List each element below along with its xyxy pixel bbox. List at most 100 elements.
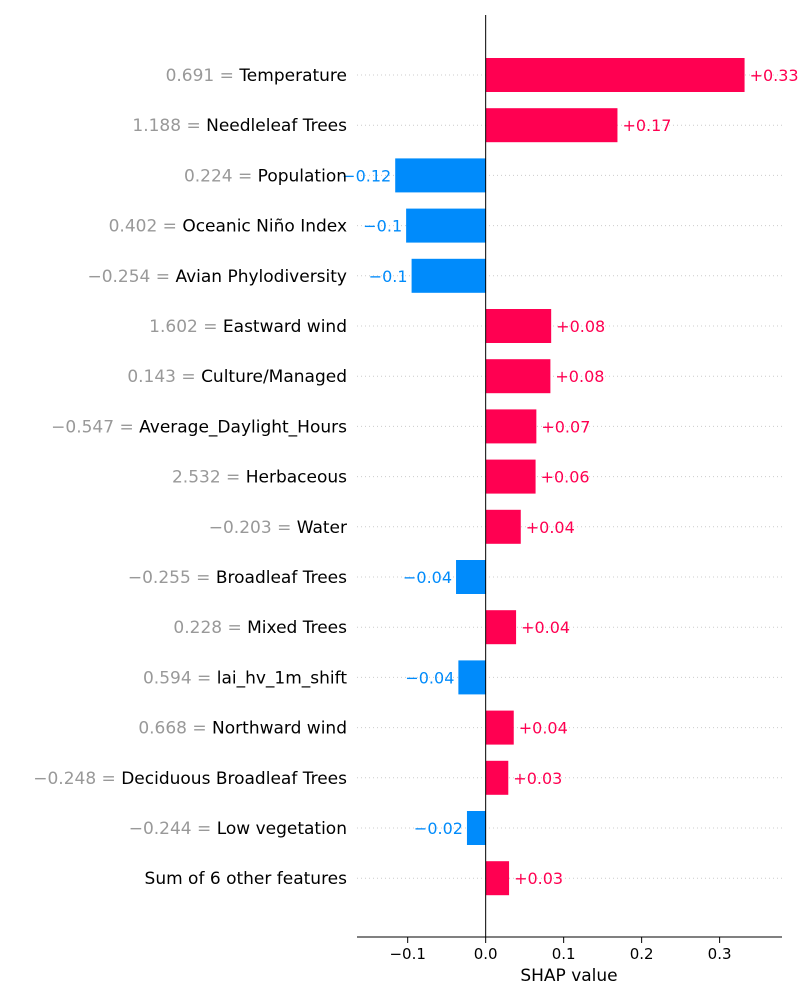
bar-value-label: −0.1 [369, 267, 408, 286]
x-tick-label: 0.1 [552, 945, 576, 963]
bar-value-label: +0.04 [521, 618, 570, 637]
feature-label: 0.594 = lai_hv_1m_shift [143, 668, 347, 688]
feature-label: 0.228 = Mixed Trees [173, 618, 347, 638]
feature-name: Culture/Managed [201, 367, 347, 387]
feature-value: 0.691 [166, 66, 215, 86]
equals-sign: = [198, 317, 223, 337]
x-tick-label: −0.1 [389, 945, 425, 963]
shap-bar [485, 459, 536, 494]
feature-name: Northward wind [212, 719, 347, 739]
bar-value-label: +0.08 [556, 317, 605, 336]
equals-sign: = [191, 568, 216, 588]
shap-bar [485, 409, 537, 444]
feature-name: Oceanic Niño Index [182, 217, 347, 237]
bar-value-label: −0.04 [405, 668, 454, 687]
x-tick-label: 0.2 [630, 945, 654, 963]
feature-value: −0.203 [209, 518, 272, 538]
feature-value: 0.228 [173, 618, 222, 638]
feature-label: 0.143 = Culture/Managed [127, 367, 347, 387]
bar-value-label: +0.07 [541, 417, 590, 436]
feature-value: −0.547 [51, 417, 114, 437]
equals-sign: = [192, 668, 217, 688]
equals-sign: = [150, 267, 175, 287]
shap-bar [456, 560, 486, 594]
feature-name: Mixed Trees [247, 618, 347, 638]
feature-label: −0.203 = Water [209, 518, 347, 538]
feature-label: −0.547 = Average_Daylight_Hours [51, 417, 347, 437]
feature-label: −0.244 = Low vegetation [129, 819, 347, 839]
feature-name: Temperature [238, 66, 347, 86]
feature-label: 0.224 = Population [184, 166, 347, 186]
shap-bar [485, 108, 618, 143]
feature-value: −0.254 [87, 267, 150, 287]
bar-value-label: −0.1 [363, 217, 402, 236]
feature-name: Low vegetation [217, 819, 347, 839]
feature-label: 0.668 = Northward wind [138, 719, 347, 739]
feature-name: Deciduous Broadleaf Trees [121, 769, 347, 789]
feature-label: 0.691 = Temperature [166, 66, 347, 86]
feature-labels: +0.33 0.691 = Temperature +0.17 1.188 = Nee… [33, 66, 798, 889]
shap-bar [485, 760, 509, 795]
feature-value: 0.224 [184, 166, 233, 186]
x-tick-label: 0.3 [708, 945, 732, 963]
feature-name: Broadleaf Trees [216, 568, 347, 588]
feature-name: Eastward wind [223, 317, 347, 337]
shap-bar [485, 359, 551, 394]
feature-value: 2.532 [172, 468, 221, 488]
equals-sign: = [214, 66, 239, 86]
equals-sign: = [114, 417, 139, 437]
equals-sign: = [157, 217, 182, 237]
feature-value: 0.402 [109, 217, 158, 237]
shap-bar [485, 58, 745, 92]
x-tick-label: 0.0 [474, 945, 498, 963]
bar-value-label: +0.08 [555, 367, 604, 386]
equals-sign: = [233, 166, 258, 186]
bar-value-label: +0.04 [519, 719, 568, 738]
shap-bar [485, 710, 514, 745]
shap-bar [406, 208, 486, 243]
bar-value-label: +0.03 [513, 769, 562, 788]
feature-value: 1.602 [149, 317, 198, 337]
feature-value: −0.248 [33, 769, 96, 789]
bar-value-label: +0.17 [622, 116, 671, 135]
equals-sign: = [187, 719, 212, 739]
shap-bar [485, 309, 552, 343]
bar-value-label: +0.04 [526, 518, 575, 537]
feature-value: 0.668 [138, 719, 187, 739]
equals-sign: = [192, 819, 217, 839]
feature-label: 0.402 = Oceanic Niño Index [109, 217, 347, 237]
feature-name: Water [297, 518, 347, 538]
shap-bar [466, 811, 486, 845]
feature-value: −0.244 [129, 819, 192, 839]
bar-value-label: +0.33 [750, 66, 799, 85]
feature-value: 0.594 [143, 668, 192, 688]
bar-value-label: −0.02 [414, 819, 463, 838]
shap-bar [411, 258, 486, 293]
equals-sign: = [96, 769, 121, 789]
feature-label: −0.248 = Deciduous Broadleaf Trees [33, 769, 347, 789]
feature-value: 0.143 [127, 367, 176, 387]
bar-value-label: −0.04 [403, 568, 452, 587]
x-axis: −0.1 0.0 0.1 0.2 0.3 [357, 936, 782, 963]
feature-value: −0.255 [128, 568, 191, 588]
feature-label: 2.532 = Herbaceous [172, 468, 347, 488]
feature-label: −0.255 = Broadleaf Trees [128, 568, 347, 588]
equals-sign: = [272, 518, 297, 538]
feature-name: Population [258, 166, 347, 186]
shap-bar [458, 660, 486, 695]
gridlines [357, 74, 782, 879]
feature-name: Average_Daylight_Hours [139, 417, 347, 437]
shap-bar [485, 509, 521, 544]
bar-value-label: +0.06 [541, 468, 590, 487]
shap-bar [485, 610, 517, 645]
equals-sign: = [222, 618, 247, 638]
bars [395, 58, 745, 896]
bar-value-label: −0.12 [342, 166, 391, 185]
feature-name: Herbaceous [246, 468, 347, 488]
x-axis-label: SHAP value [520, 966, 617, 986]
equals-sign: = [221, 468, 246, 488]
equals-sign: = [176, 367, 201, 387]
feature-label: 1.188 = Needleleaf Trees [132, 116, 347, 136]
feature-name: Avian Phylodiversity [175, 267, 347, 287]
